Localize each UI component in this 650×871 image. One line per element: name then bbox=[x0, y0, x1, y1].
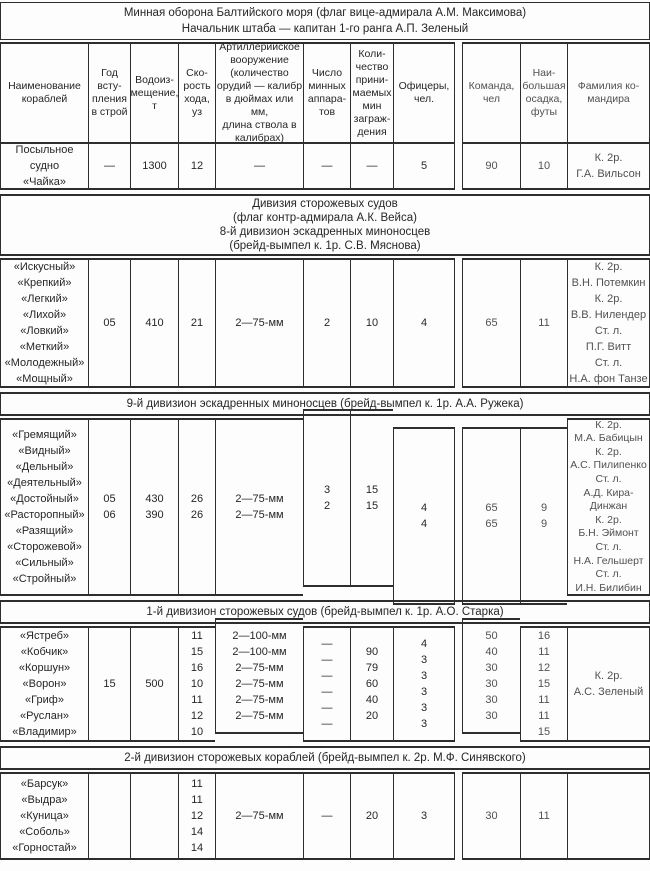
cell-artillery: — bbox=[215, 142, 303, 190]
cell-crew: 65 bbox=[462, 258, 520, 388]
cell-torpedo-tubes: — bbox=[303, 772, 350, 860]
cell-commander bbox=[567, 772, 650, 860]
cell-officers: 3 bbox=[393, 772, 455, 860]
cell-speed: 11 15 16 10 11 12 10 bbox=[178, 626, 215, 742]
fleet-table-2nd-division: «Барсук» «Выдра» «Куница» «Соболь» «Горн… bbox=[0, 772, 650, 860]
cell-speed: 12 bbox=[178, 142, 215, 190]
cell-year: 05 bbox=[88, 258, 130, 388]
col-header-draft: Наи- большая осадка, футы bbox=[520, 42, 567, 142]
cell-ship-name: «Гремящий» «Видный» «Дельный» «Деятельны… bbox=[0, 418, 88, 596]
cell-ship-name: Посыльное судно «Чайка» bbox=[0, 142, 88, 190]
cell-artillery: 2—100-мм 2—100-мм 2—75-мм 2—75-мм 2—75-м… bbox=[215, 618, 303, 734]
cell-displacement: 1300 bbox=[130, 142, 178, 190]
scan-fold-gap bbox=[455, 42, 462, 142]
cell-displacement bbox=[130, 772, 178, 860]
cell-draft: 9 9 bbox=[520, 427, 567, 605]
cell-ship-name: «Барсук» «Выдра» «Куница» «Соболь» «Горн… bbox=[0, 772, 88, 860]
cell-draft: 16 11 12 15 11 11 15 bbox=[520, 626, 567, 742]
col-header-mines: Коли- чество прини- маемых мин заграж- д… bbox=[350, 42, 393, 142]
cell-mines: 15 15 bbox=[350, 409, 393, 587]
col-header-officers: Офицеры, чел. bbox=[393, 42, 455, 142]
scan-fold-gap bbox=[455, 258, 462, 388]
cell-year: — bbox=[88, 142, 130, 190]
table-title: Минная оборона Балтийского моря (флаг ви… bbox=[0, 2, 650, 40]
cell-mines: — bbox=[350, 142, 393, 190]
cell-commander: К. 2р. М.А. Бабицын К. 2р. А.С. Пилипенк… bbox=[567, 418, 650, 596]
scan-fold-gap bbox=[455, 626, 462, 742]
col-header-displacement: Водоиз- мещение, т bbox=[130, 42, 178, 142]
col-header-ship-name: Наименование кораблей bbox=[0, 42, 88, 142]
cell-displacement: 410 bbox=[130, 258, 178, 388]
section-band-2nd-division: 2-й дивизион сторожевых кораблей (брейд-… bbox=[0, 746, 650, 770]
cell-crew: 90 bbox=[462, 142, 520, 190]
cell-crew: 65 65 bbox=[462, 427, 520, 605]
cell-officers: 4 4 bbox=[393, 427, 455, 605]
cell-ship-name: «Искусный» «Крепкий» «Легкий» «Лихой» «Л… bbox=[0, 258, 88, 388]
cell-artillery: 2—75-мм bbox=[215, 772, 303, 860]
cell-draft: 11 bbox=[520, 258, 567, 388]
col-header-speed: Ско- рость хода, уз bbox=[178, 42, 215, 142]
cell-artillery: 2—75-мм bbox=[215, 258, 303, 388]
cell-officers: 4 bbox=[393, 258, 455, 388]
section-band-9th-division: 9-й дивизион эскадренных миноносцев (бре… bbox=[0, 392, 650, 416]
cell-mines: 90 79 60 40 20 bbox=[350, 626, 393, 742]
cell-crew: 30 bbox=[462, 772, 520, 860]
cell-torpedo-tubes: 3 2 bbox=[303, 409, 350, 587]
col-header-crew: Команда, чел bbox=[462, 42, 520, 142]
section-band-1st-division: 1-й дивизион сторожевых судов (брейд-вым… bbox=[0, 600, 650, 624]
cell-year bbox=[88, 772, 130, 860]
cell-commander: К. 2р. В.Н. Потемкин К. 2р. В.В. Ниленде… bbox=[567, 258, 650, 388]
section-band-guard-division: Дивизия сторожевых судов (флаг контр-адм… bbox=[0, 194, 650, 256]
cell-mines: 10 bbox=[350, 258, 393, 388]
scan-fold-gap bbox=[455, 142, 462, 190]
cell-officers: 5 bbox=[393, 142, 455, 190]
cell-mines: 20 bbox=[350, 772, 393, 860]
cell-speed: 11 11 12 14 14 bbox=[178, 772, 215, 860]
cell-year: 15 bbox=[88, 626, 130, 742]
cell-speed: 26 26 bbox=[178, 418, 215, 596]
cell-torpedo-tubes: — bbox=[303, 142, 350, 190]
cell-torpedo-tubes: 2 bbox=[303, 258, 350, 388]
scan-fold-gap bbox=[455, 418, 462, 596]
cell-torpedo-tubes: — — — — — — bbox=[303, 626, 350, 742]
scan-fold-gap bbox=[455, 772, 462, 860]
cell-officers: 4 3 3 3 3 3 bbox=[393, 626, 455, 742]
cell-artillery: 2—75-мм 2—75-мм bbox=[215, 418, 303, 596]
cell-displacement: 430 390 bbox=[130, 418, 178, 596]
fleet-table-9th-division: «Гремящий» «Видный» «Дельный» «Деятельны… bbox=[0, 409, 650, 605]
cell-draft: 11 bbox=[520, 772, 567, 860]
cell-year: 05 06 bbox=[88, 418, 130, 596]
cell-commander: К. 2р. А.С. Зеленый bbox=[567, 626, 650, 742]
cell-commander: К. 2р. Г.А. Вильсон bbox=[567, 142, 650, 190]
cell-crew: 50 40 30 30 30 30 bbox=[462, 618, 520, 734]
fleet-table-main: Наименование кораблей Год всту- пления в… bbox=[0, 42, 650, 190]
col-header-commander: Фамилия ко- мандира bbox=[567, 42, 650, 142]
fleet-table-1st-division: «Ястреб» «Кобчик» «Коршун» «Ворон» «Гриф… bbox=[0, 618, 650, 742]
cell-displacement: 500 bbox=[130, 626, 178, 742]
col-header-artillery: Артиллерийское вооружение (количество ор… bbox=[215, 42, 303, 142]
cell-draft: 10 bbox=[520, 142, 567, 190]
fleet-table-8th-division: «Искусный» «Крепкий» «Легкий» «Лихой» «Л… bbox=[0, 258, 650, 388]
col-header-year: Год всту- пления в строй bbox=[88, 42, 130, 142]
col-header-torpedo-tubes: Число минных аппара- тов bbox=[303, 42, 350, 142]
cell-speed: 21 bbox=[178, 258, 215, 388]
cell-ship-name: «Ястреб» «Кобчик» «Коршун» «Ворон» «Гриф… bbox=[0, 626, 88, 742]
